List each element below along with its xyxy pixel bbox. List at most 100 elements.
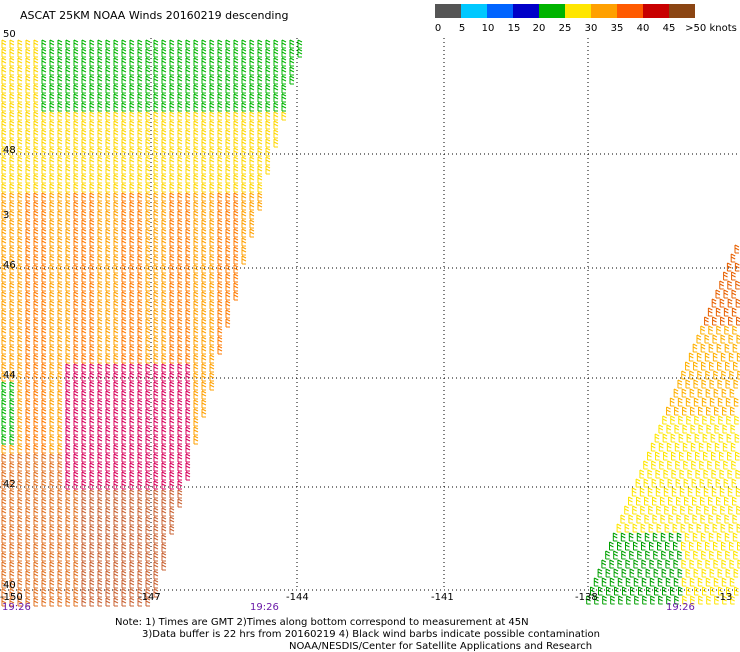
wind-barb [105, 444, 111, 454]
wind-barb [265, 57, 271, 67]
wind-barb [89, 120, 95, 130]
wind-barb [73, 372, 79, 382]
wind-barb [105, 516, 111, 526]
wind-barb [169, 174, 175, 184]
wind-barb [41, 318, 47, 328]
wind-barb [233, 219, 239, 229]
wind-barb [97, 156, 103, 166]
wind-barb [686, 433, 692, 443]
wind-barb [97, 300, 103, 310]
wind-barb [169, 462, 175, 472]
wind-barb [97, 489, 103, 499]
wind-barb [137, 93, 143, 103]
wind-barb [9, 363, 15, 373]
wind-barb [33, 147, 39, 157]
wind-barb [193, 399, 199, 409]
wind-barb [97, 345, 103, 355]
wind-barb [273, 102, 279, 112]
wind-barb [121, 246, 127, 256]
wind-barb [161, 273, 167, 283]
wind-barb [233, 246, 239, 256]
wind-barb [121, 300, 127, 310]
wind-barb [9, 120, 15, 130]
wind-barb [698, 406, 703, 416]
wind-barb [113, 300, 119, 310]
wind-barb [89, 435, 95, 445]
wind-barb [726, 262, 732, 272]
wind-barb [113, 120, 119, 130]
wind-barb [25, 552, 31, 562]
wind-barb [49, 363, 55, 373]
wind-barb [81, 255, 87, 265]
wind-barb [9, 183, 15, 193]
wind-barb [177, 435, 183, 445]
wind-barb [25, 147, 31, 157]
wind-barb [209, 282, 215, 292]
wind-barb [89, 561, 95, 571]
wind-barb [81, 219, 87, 229]
wind-barb [137, 264, 143, 274]
wind-barb [233, 237, 239, 247]
wind-barb [81, 480, 87, 490]
wind-barb [161, 192, 167, 202]
wind-barb [97, 66, 103, 76]
wind-barb [289, 48, 295, 58]
wind-barb [113, 93, 119, 103]
wind-barb [137, 66, 143, 76]
wind-barb [9, 201, 15, 211]
wind-barb [81, 525, 87, 535]
wind-barb [241, 102, 247, 112]
wind-barb [105, 354, 111, 364]
wind-barb [169, 255, 175, 265]
wind-barb [137, 534, 143, 544]
wind-barb [161, 39, 167, 49]
wind-barb [121, 264, 127, 274]
wind-barb [57, 84, 63, 94]
wind-barb [41, 93, 47, 103]
wind-barb [121, 363, 127, 373]
wind-barb [610, 595, 615, 605]
wind-barb [17, 84, 23, 94]
wind-barb [177, 327, 183, 337]
wind-barb [57, 228, 63, 238]
wind-barb [169, 39, 175, 49]
wind-barb [721, 577, 727, 587]
wind-barb [97, 264, 103, 274]
wind-barb [185, 408, 191, 418]
wind-barb [49, 525, 55, 535]
wind-barb [660, 514, 666, 524]
wind-barb [153, 417, 159, 427]
wind-barb [57, 444, 63, 454]
wind-barb [33, 336, 39, 346]
wind-barb [217, 111, 223, 121]
wind-barb [9, 138, 15, 148]
wind-barb [129, 525, 135, 535]
wind-barb [193, 318, 199, 328]
wind-barb [209, 237, 215, 247]
wind-barb [678, 433, 684, 443]
wind-barb [169, 507, 175, 517]
wind-barb [73, 327, 79, 337]
wind-barb [241, 66, 247, 76]
wind-barb [145, 570, 151, 580]
wind-barb [73, 579, 79, 589]
wind-barb [113, 138, 119, 148]
wind-barb [41, 282, 47, 292]
wind-barb [137, 138, 143, 148]
wind-barb [249, 48, 255, 58]
wind-barb [9, 219, 15, 229]
wind-barb [711, 469, 717, 479]
wind-barb [49, 327, 55, 337]
wind-barb [671, 469, 677, 479]
wind-barb [97, 318, 103, 328]
wind-barb [129, 48, 135, 58]
wind-barb [33, 255, 39, 265]
wind-barb [185, 291, 191, 301]
wind-barb [25, 309, 31, 319]
wind-barb [105, 210, 111, 220]
wind-barb [73, 174, 79, 184]
wind-barb [609, 541, 614, 551]
wind-barb [81, 336, 87, 346]
wind-barb [89, 201, 95, 211]
wind-barb [672, 505, 677, 515]
